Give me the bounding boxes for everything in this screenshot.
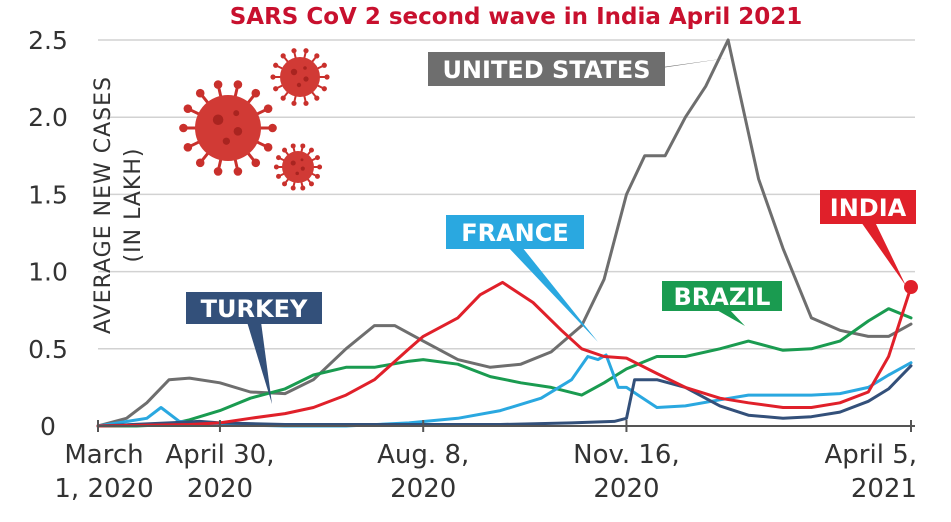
virus-illustrations bbox=[179, 48, 330, 191]
y-axis-label-line1: AVERAGE NEW CASES bbox=[91, 76, 116, 334]
y-tick-label: 1.0 bbox=[28, 258, 68, 287]
y-tick-label: 2.0 bbox=[28, 103, 68, 132]
x-tick-label: 2020 bbox=[390, 474, 456, 504]
label-india: INDIA bbox=[820, 190, 916, 286]
label-text: INDIA bbox=[830, 194, 907, 222]
label-text: UNITED STATES bbox=[442, 56, 650, 84]
virus-medium-icon bbox=[270, 48, 330, 106]
x-tick-label: 2020 bbox=[187, 474, 253, 504]
series-line-turkey bbox=[96, 364, 913, 428]
label-text: BRAZIL bbox=[674, 283, 771, 311]
y-axis-label: AVERAGE NEW CASES (IN LAKH) bbox=[91, 76, 146, 334]
india-end-marker bbox=[904, 280, 918, 295]
y-tick-label: 0 bbox=[40, 412, 56, 441]
x-tick-label: March bbox=[64, 440, 143, 470]
label-pointer bbox=[247, 322, 272, 404]
x-tick-label: 1, 2020 bbox=[54, 474, 153, 504]
x-tick-label: 2021 bbox=[851, 474, 917, 504]
x-tick-label: April 5, bbox=[825, 440, 918, 470]
label-text: TURKEY bbox=[201, 295, 308, 323]
x-tick-label: Aug. 8, bbox=[377, 440, 469, 470]
virus-large-icon bbox=[179, 80, 277, 176]
series-line-brazil bbox=[96, 307, 913, 428]
x-tick-label: Nov. 16, bbox=[573, 440, 680, 470]
label-brazil: BRAZIL bbox=[662, 281, 782, 326]
axes: 0 0.5 1.0 1.5 2.0 2.5 March 1, 2020 April 30, 202… bbox=[28, 26, 917, 504]
x-tick-label: April 30, bbox=[165, 440, 274, 470]
x-tick-label: 2020 bbox=[593, 474, 659, 504]
series-line-india bbox=[96, 280, 913, 428]
chart-title: SARS CoV 2 second wave in India April 20… bbox=[230, 4, 803, 30]
label-box bbox=[662, 281, 782, 311]
virus-small-icon bbox=[273, 143, 323, 191]
label-pointer bbox=[715, 309, 745, 326]
label-united-states: UNITED STATES bbox=[428, 52, 728, 86]
label-box bbox=[428, 52, 665, 86]
series-line-united-states bbox=[96, 38, 913, 428]
label-pointer bbox=[861, 222, 906, 286]
series-lines bbox=[96, 38, 918, 428]
y-tick-label: 2.5 bbox=[28, 26, 68, 55]
label-box bbox=[446, 215, 584, 249]
label-text: FRANCE bbox=[461, 219, 569, 247]
label-box bbox=[820, 190, 916, 224]
series-labels: UNITED STATES INDIA FRANCE BRAZIL TURKEY bbox=[186, 52, 916, 404]
label-france: FRANCE bbox=[446, 215, 598, 342]
y-tick-label: 1.5 bbox=[28, 180, 68, 209]
y-axis-label-line2: (IN LAKH) bbox=[121, 148, 146, 263]
y-tick-label: 0.5 bbox=[28, 335, 68, 364]
label-turkey: TURKEY bbox=[186, 292, 322, 404]
label-box bbox=[186, 292, 322, 324]
label-pointer bbox=[508, 247, 598, 342]
